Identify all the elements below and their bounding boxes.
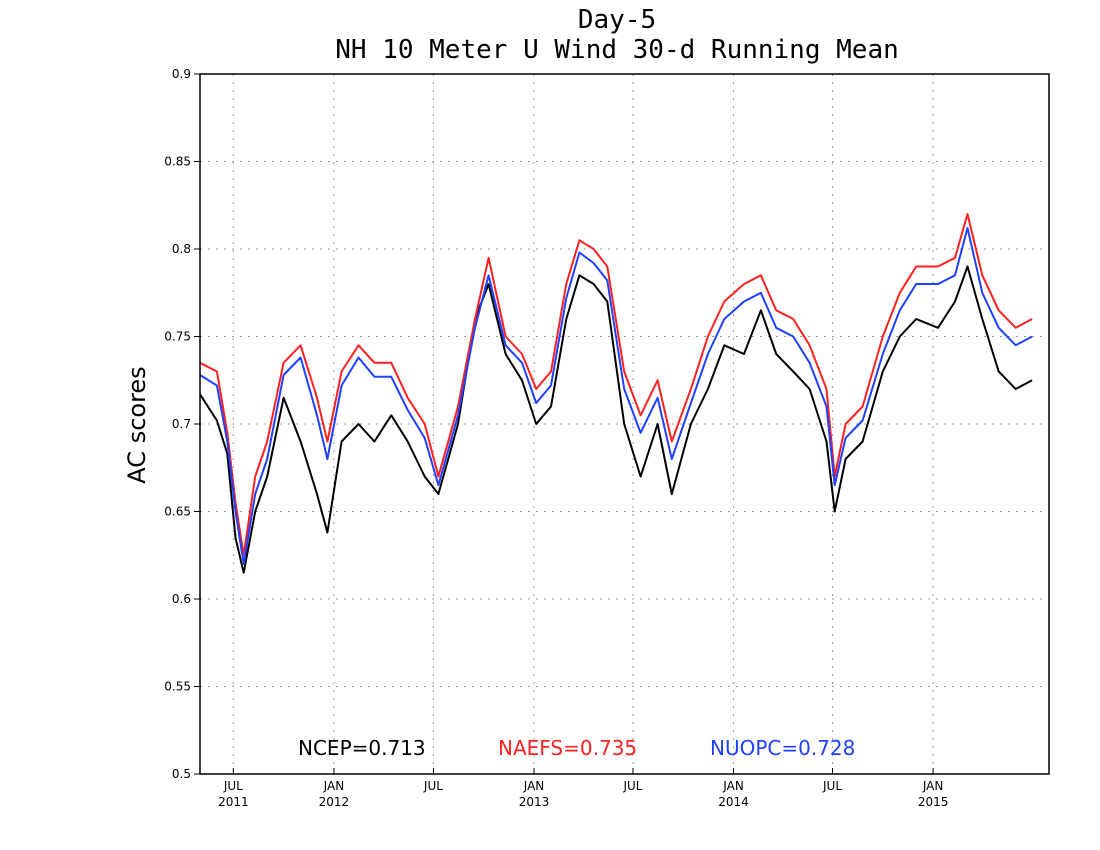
y-tick-label: 0.8: [172, 242, 191, 256]
x-tick-month: JAN: [922, 779, 944, 793]
x-tick-month: JUL: [622, 779, 642, 793]
y-tick-label: 0.6: [172, 592, 191, 606]
x-tick-month: JUL: [423, 779, 443, 793]
y-tick-label: 0.75: [164, 330, 191, 344]
y-tick-label: 0.65: [164, 505, 191, 519]
x-tick-year: 2011: [218, 795, 249, 809]
chart-subtitle: NH 10 Meter U Wind 30-d Running Mean: [335, 35, 899, 65]
y-tick-label: 0.85: [164, 155, 191, 169]
x-tick-month: JUL: [822, 779, 842, 793]
x-tick-month: JAN: [722, 779, 744, 793]
x-tick-year: 2012: [319, 795, 350, 809]
y-tick-label: 0.55: [164, 680, 191, 694]
x-tick-month: JUL: [223, 779, 243, 793]
series-line-ncep: [199, 265, 1033, 574]
plot-frame: [199, 73, 1050, 775]
y-tick-label: 0.9: [172, 67, 191, 81]
chart-title: Day-5: [578, 5, 656, 35]
y-axis-label: AC scores: [123, 366, 151, 483]
legend-entry-naefs: NAEFS=0.735: [498, 736, 637, 760]
legend: NCEP=0.713 NAEFS=0.735 NUOPC=0.728: [298, 736, 855, 760]
series-line-naefs: [199, 213, 1033, 557]
y-tick-label: 0.5: [172, 767, 191, 781]
x-tick-year: 2015: [918, 795, 949, 809]
x-axis-ticks: JUL 2011 JAN 2012 JUL JAN 2013 JUL JAN 2014 JUL JAN…: [218, 768, 948, 809]
x-tick-year: 2013: [519, 795, 550, 809]
legend-entry-nuopc: NUOPC=0.728: [710, 736, 855, 760]
y-axis-ticks: 0.5 0.55 0.6 0.65 0.7 0.75 0.8 0.85 0.9: [164, 67, 200, 781]
series-lines: [199, 213, 1033, 574]
x-tick-year: 2014: [718, 795, 749, 809]
x-tick-month: JAN: [323, 779, 345, 793]
y-tick-label: 0.7: [172, 417, 191, 431]
series-line-nuopc: [199, 227, 1033, 565]
x-tick-month: JAN: [523, 779, 545, 793]
legend-entry-ncep: NCEP=0.713: [298, 736, 426, 760]
